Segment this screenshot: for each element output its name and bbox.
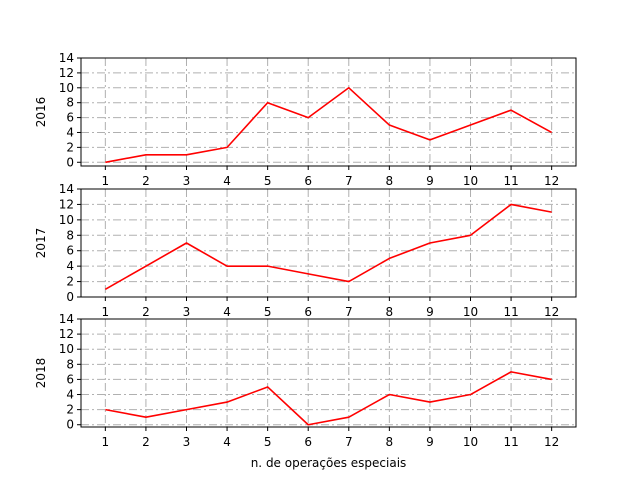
- x-tick-label: 10: [463, 305, 478, 319]
- y-tick-label: 4: [66, 259, 74, 273]
- y-tick-label: 4: [66, 125, 74, 139]
- y-tick-label: 14: [59, 51, 74, 65]
- x-tick-label: 2: [142, 435, 150, 449]
- y-tick-label: 8: [66, 96, 74, 110]
- y-tick-label: 6: [66, 244, 74, 258]
- x-tick-label: 3: [183, 174, 191, 188]
- x-tick-label: 5: [264, 305, 272, 319]
- y-tick-label: 2: [66, 403, 74, 417]
- x-tick-label: 4: [223, 174, 231, 188]
- x-tick-label: 3: [183, 435, 191, 449]
- x-tick-label: 2: [142, 174, 150, 188]
- x-tick-label: 2: [142, 305, 150, 319]
- plot-frame: [80, 188, 577, 298]
- x-tick-label: 11: [503, 305, 518, 319]
- y-tick-label: 4: [66, 388, 74, 402]
- y-axis-label: 2018: [34, 358, 48, 389]
- x-tick-label: 9: [426, 305, 434, 319]
- x-tick-label: 12: [544, 174, 559, 188]
- y-tick-label: 12: [59, 66, 74, 80]
- series-line: [105, 86, 553, 164]
- y-tick-label: 0: [66, 418, 74, 432]
- x-tick-label: 5: [264, 435, 272, 449]
- x-tick-label: 6: [304, 305, 312, 319]
- y-axis-label: 2016: [34, 97, 48, 128]
- x-tick-label: 9: [426, 435, 434, 449]
- plot-frame: [80, 318, 577, 428]
- x-tick-label: 11: [503, 174, 518, 188]
- y-tick-label: 2: [66, 275, 74, 289]
- x-tick-label: 7: [345, 435, 353, 449]
- series-line: [105, 371, 552, 426]
- y-axis-label: 2017: [34, 228, 48, 259]
- x-tick-label: 9: [426, 174, 434, 188]
- x-tick-label: 12: [544, 305, 559, 319]
- x-tick-label: 7: [345, 174, 353, 188]
- y-tick-label: 12: [59, 197, 74, 211]
- x-tick-label: 1: [102, 305, 110, 319]
- y-tick-label: 8: [66, 357, 74, 371]
- x-tick-label: 10: [463, 174, 478, 188]
- x-tick-label: 12: [544, 435, 559, 449]
- x-tick-label: 8: [386, 435, 394, 449]
- x-tick-label: 5: [264, 174, 272, 188]
- y-tick-label: 2: [66, 140, 74, 154]
- series-line: [104, 203, 552, 290]
- x-tick-label: 1: [102, 174, 110, 188]
- plot-frame: [80, 57, 577, 167]
- y-tick-label: 0: [66, 290, 74, 304]
- y-tick-label: 6: [66, 372, 74, 386]
- y-tick-label: 10: [59, 81, 74, 95]
- x-tick-label: 4: [223, 435, 231, 449]
- y-tick-label: 14: [59, 312, 74, 326]
- x-tick-label: 3: [183, 305, 191, 319]
- x-tick-label: 8: [386, 305, 394, 319]
- y-tick-label: 8: [66, 228, 74, 242]
- x-tick-label: 6: [304, 435, 312, 449]
- x-tick-label: 8: [386, 174, 394, 188]
- x-tick-label: 10: [463, 435, 478, 449]
- x-tick-label: 11: [503, 435, 518, 449]
- x-tick-label: 4: [223, 305, 231, 319]
- y-tick-label: 10: [59, 213, 74, 227]
- y-tick-label: 0: [66, 155, 74, 169]
- x-tick-label: 1: [102, 435, 110, 449]
- y-tick-label: 14: [59, 182, 74, 196]
- x-tick-label: 6: [304, 174, 312, 188]
- y-tick-label: 12: [59, 327, 74, 341]
- x-tick-label: 7: [345, 305, 353, 319]
- y-tick-label: 6: [66, 111, 74, 125]
- x-axis-label: n. de operações especiais: [251, 456, 407, 470]
- y-tick-label: 10: [59, 342, 74, 356]
